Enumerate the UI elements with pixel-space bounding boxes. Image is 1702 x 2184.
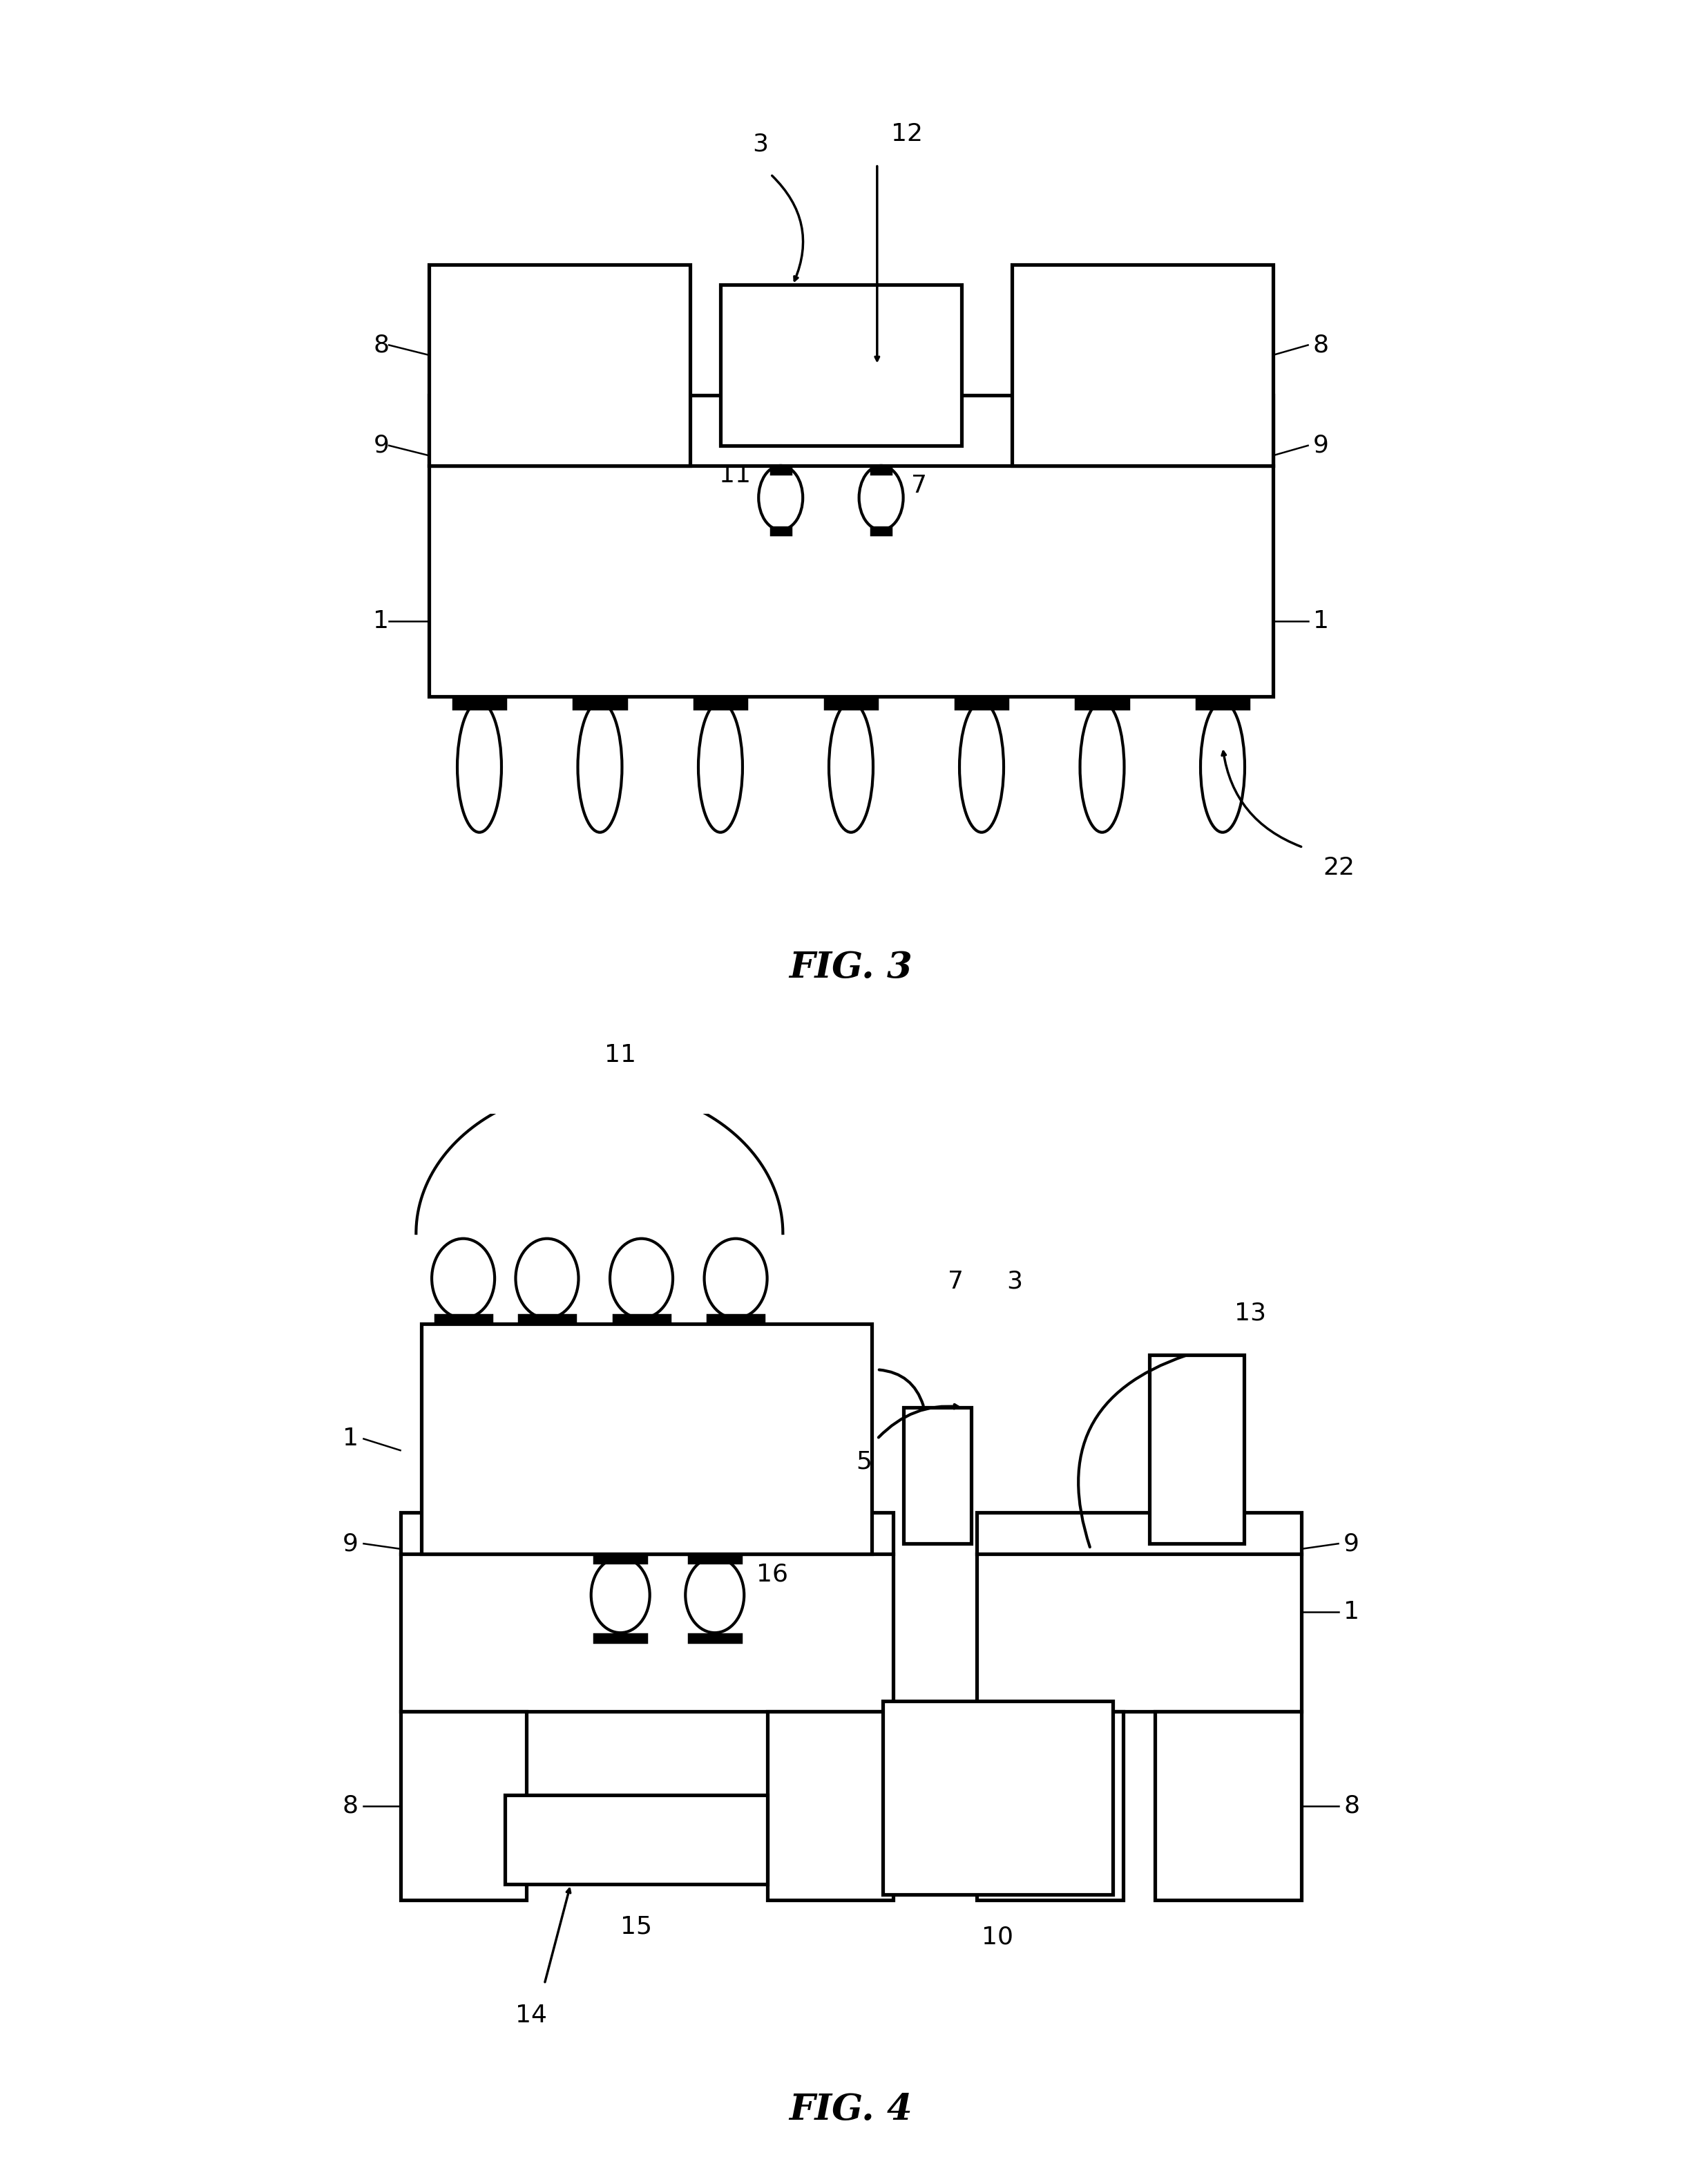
- Text: 9: 9: [1312, 435, 1329, 456]
- Bar: [519, 1315, 575, 1324]
- Text: 9: 9: [342, 1531, 359, 1555]
- Bar: [694, 697, 747, 710]
- Text: FIG. 4: FIG. 4: [790, 2092, 912, 2127]
- Text: 11: 11: [718, 463, 751, 487]
- Ellipse shape: [591, 1557, 650, 1634]
- Ellipse shape: [686, 1557, 744, 1634]
- Bar: [904, 1406, 972, 1544]
- Bar: [453, 697, 505, 710]
- Bar: [824, 697, 878, 710]
- Text: 8: 8: [1312, 334, 1329, 356]
- Bar: [429, 395, 1273, 697]
- Text: 22: 22: [1322, 856, 1355, 880]
- Bar: [594, 1634, 647, 1642]
- Ellipse shape: [698, 701, 742, 832]
- Bar: [688, 1555, 740, 1562]
- Bar: [771, 526, 791, 535]
- Text: 3: 3: [1006, 1269, 1023, 1293]
- Bar: [1156, 1712, 1302, 1900]
- Text: 8: 8: [342, 1793, 359, 1817]
- Ellipse shape: [432, 1238, 495, 1319]
- Bar: [771, 465, 791, 474]
- Bar: [422, 1324, 871, 1555]
- Bar: [977, 1511, 1302, 1712]
- Text: 9: 9: [373, 435, 390, 456]
- Text: 14: 14: [516, 2003, 548, 2027]
- Text: 1: 1: [342, 1426, 359, 1450]
- Ellipse shape: [1081, 701, 1125, 832]
- Bar: [400, 1712, 526, 1900]
- Text: 13: 13: [1234, 1302, 1266, 1326]
- Bar: [436, 1315, 492, 1324]
- Text: 16: 16: [757, 1562, 788, 1586]
- Bar: [400, 1511, 894, 1712]
- Bar: [882, 1701, 1113, 1896]
- Bar: [1149, 1354, 1244, 1544]
- Text: 7: 7: [911, 474, 928, 498]
- Ellipse shape: [860, 465, 904, 531]
- Ellipse shape: [960, 701, 1004, 832]
- Bar: [505, 1795, 768, 1885]
- Bar: [1197, 697, 1249, 710]
- Bar: [1076, 697, 1128, 710]
- Text: 1: 1: [1343, 1601, 1360, 1623]
- Text: 8: 8: [373, 334, 390, 356]
- Text: 8: 8: [1343, 1793, 1360, 1817]
- Ellipse shape: [705, 1238, 768, 1319]
- Text: 7: 7: [948, 1269, 963, 1293]
- Ellipse shape: [1200, 701, 1244, 832]
- Ellipse shape: [829, 701, 873, 832]
- Bar: [688, 1634, 740, 1642]
- Text: 11: 11: [604, 1044, 637, 1066]
- Ellipse shape: [458, 701, 502, 832]
- Bar: [574, 697, 626, 710]
- Bar: [1011, 264, 1273, 465]
- Bar: [708, 1315, 764, 1324]
- Bar: [720, 284, 962, 446]
- Bar: [613, 1315, 669, 1324]
- Text: 3: 3: [752, 133, 769, 155]
- Bar: [871, 465, 892, 474]
- Text: 15: 15: [620, 1915, 652, 1937]
- Bar: [429, 264, 691, 465]
- Text: 12: 12: [892, 122, 922, 146]
- Bar: [871, 526, 892, 535]
- Bar: [977, 1712, 1123, 1900]
- Ellipse shape: [516, 1238, 579, 1319]
- Text: 1: 1: [373, 609, 390, 633]
- Ellipse shape: [577, 701, 621, 832]
- Bar: [955, 697, 1008, 710]
- Text: 5: 5: [856, 1450, 871, 1474]
- Bar: [768, 1712, 894, 1900]
- Text: 10: 10: [982, 1924, 1014, 1948]
- Ellipse shape: [759, 465, 803, 531]
- Ellipse shape: [609, 1238, 672, 1319]
- Text: FIG. 3: FIG. 3: [790, 950, 912, 985]
- Bar: [594, 1555, 647, 1562]
- Text: 1: 1: [1312, 609, 1329, 633]
- Text: 9: 9: [1343, 1531, 1360, 1555]
